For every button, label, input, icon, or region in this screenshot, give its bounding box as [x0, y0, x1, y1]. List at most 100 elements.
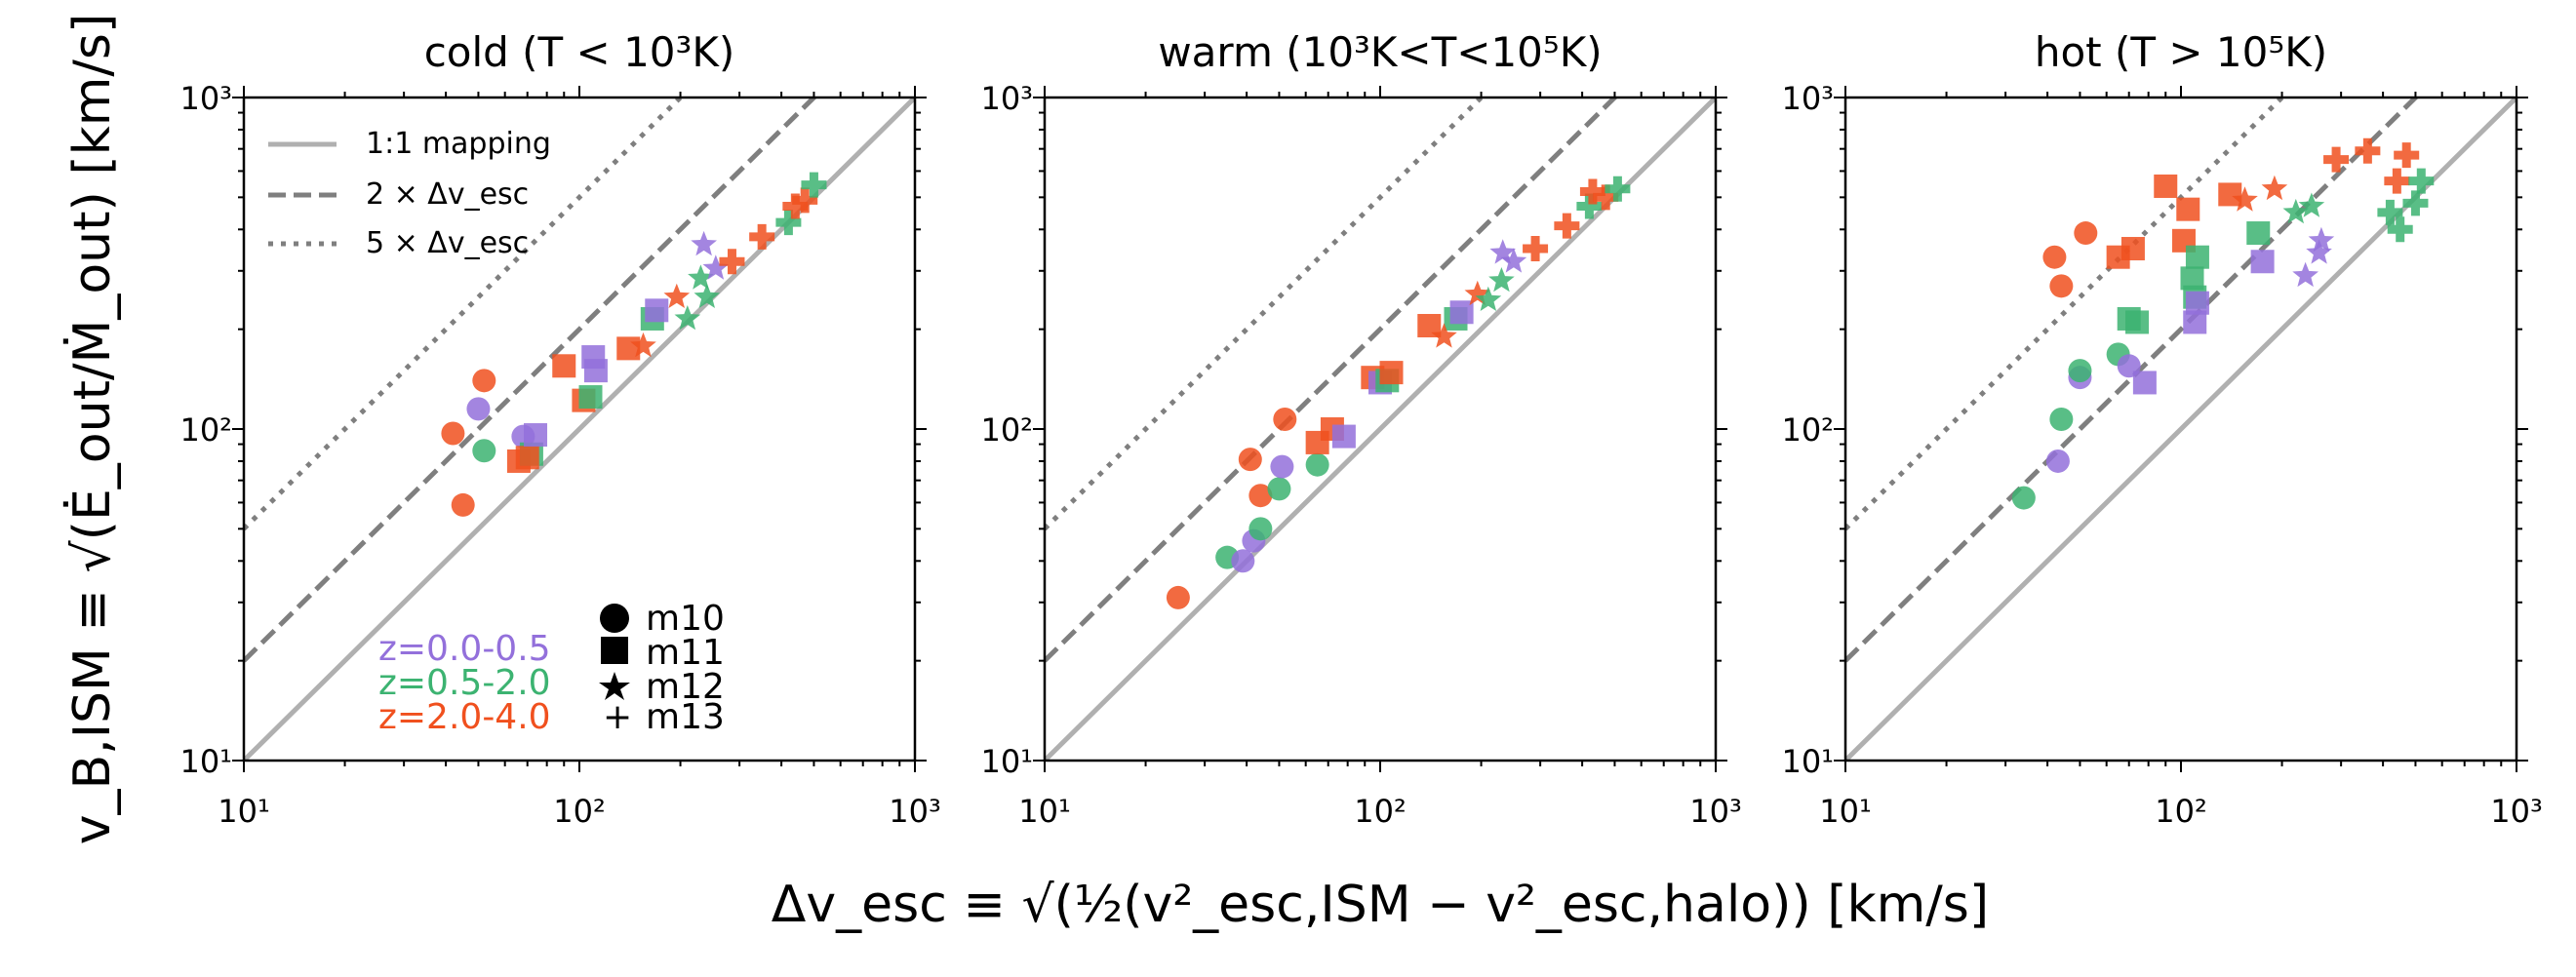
- legend-halo-m13: m13: [646, 697, 725, 737]
- data-point-m13-mid: [2377, 199, 2403, 225]
- data-point-m12-mid: [674, 305, 701, 331]
- data-point-m13-high: [2384, 168, 2410, 194]
- data-point-m10-high: [2042, 245, 2067, 269]
- panel-warm: warm (10³K<T<10⁵K) 10¹ 10² 10³ 10¹ 10² 1…: [980, 28, 1742, 830]
- data-point-m11-low: [1331, 424, 1356, 449]
- reference-line-dotted: [244, 98, 685, 531]
- data-point-m11-high: [2120, 237, 2145, 261]
- data-point-m12-low: [2308, 226, 2335, 253]
- data-point-m11-low: [2250, 250, 2275, 274]
- data-point-m13-mid: [2402, 190, 2429, 216]
- x-axis-label: Δv_esc ≡ √(½(v²_esc,ISM − v²_esc,halo)) …: [772, 876, 1989, 934]
- x-tick-label: 10¹: [218, 793, 270, 830]
- x-tick-label: 10²: [1354, 793, 1407, 830]
- legend-square-marker: [601, 637, 628, 664]
- legend-label-1to1: 1:1 mapping: [366, 127, 551, 161]
- y-axis-label: v_B,ISM ≡ √(Ė_out/Ṁ_out) [km/s]: [62, 14, 122, 845]
- reference-line-dashed: [1045, 98, 1619, 663]
- reference-line-dashed: [1845, 98, 2420, 663]
- data-point-m12-mid: [688, 264, 714, 290]
- data-point-m12-high: [1464, 280, 1491, 306]
- data-point-m13-high: [1523, 236, 1549, 262]
- data-point-m10-mid: [1248, 517, 1273, 541]
- data-point-m11-low: [524, 423, 548, 448]
- panel-hot: hot (T > 10⁵K) 10¹ 10² 10³ 10¹ 10² 10³: [1781, 28, 2543, 830]
- data-point-m13-high: [2355, 137, 2381, 164]
- data-point-m10-high: [1166, 585, 1190, 609]
- x-tick-label: 10²: [2155, 793, 2207, 830]
- data-point-m11-low: [645, 298, 669, 323]
- panel-title: hot (T > 10⁵K): [2035, 28, 2327, 76]
- data-point-m11-mid: [2185, 245, 2209, 269]
- data-point-m13-mid: [801, 172, 827, 198]
- legend-star-marker: [599, 672, 630, 700]
- y-tick-label: 10²: [980, 411, 1033, 449]
- data-point-m10-high: [1238, 448, 1262, 472]
- data-point-m12-mid: [1488, 267, 1515, 293]
- data-point-m11-high: [616, 336, 641, 361]
- x-tick-label: 10³: [1689, 793, 1742, 830]
- data-point-m11-mid: [2246, 221, 2271, 246]
- data-point-m11-high: [2176, 197, 2200, 221]
- data-point-m12-low: [702, 254, 730, 280]
- data-point-m13-high: [792, 187, 818, 214]
- legend-halo-m10: m10: [646, 599, 725, 639]
- data-point-m11-mid: [2125, 310, 2150, 334]
- legend-label-5x: 5 × Δv_esc: [366, 226, 529, 260]
- data-point-m12-low: [2306, 239, 2332, 264]
- data-point-m10-high: [1248, 484, 1273, 508]
- panel-title: cold (T < 10³K): [424, 28, 735, 76]
- x-tick-label: 10²: [553, 793, 606, 830]
- group-legend: z=0.0-0.5 z=0.5-2.0 z=2.0-4.0 m10 m11 m1…: [378, 599, 725, 737]
- data-point-m13-high: [782, 193, 809, 219]
- line-legend: 1:1 mapping 2 × Δv_esc 5 × Δv_esc: [268, 127, 551, 260]
- x-tick-label: 10³: [889, 793, 941, 830]
- data-point-m12-mid: [694, 283, 721, 308]
- data-point-m11-high: [515, 446, 539, 470]
- legend-halo-m12: m12: [646, 667, 725, 707]
- data-point-m12-high: [630, 332, 656, 358]
- data-point-m11-low: [2132, 371, 2157, 395]
- y-tick-label: 10³: [1781, 80, 1834, 117]
- data-point-m10-high: [2074, 221, 2098, 246]
- data-point-m13-mid: [1605, 176, 1631, 202]
- data-point-m11-high: [552, 354, 576, 378]
- y-tick-label: 10³: [980, 80, 1033, 117]
- data-point-m12-high: [2232, 186, 2258, 212]
- data-point-m11-low: [1449, 300, 1474, 325]
- data-point-m10-low: [1231, 549, 1255, 573]
- reference-line-dashed: [244, 98, 818, 663]
- data-point-m13-high: [1579, 178, 1605, 205]
- data-point-m11-high: [2154, 174, 2178, 198]
- data-point-m11-low: [2185, 291, 2209, 315]
- data-point-m10-low: [1270, 454, 1294, 479]
- data-point-m13-mid: [2408, 168, 2435, 194]
- data-point-m10-mid: [472, 439, 496, 463]
- data-point-m10-low: [2045, 449, 2070, 473]
- data-point-m13-high: [749, 223, 775, 250]
- panel-title: warm (10³K<T<10⁵K): [1158, 28, 1602, 76]
- data-point-m13-mid: [775, 210, 802, 236]
- data-point-m10-high: [451, 492, 475, 517]
- data-point-m10-mid: [2049, 408, 2074, 432]
- x-tick-label: 10¹: [1018, 793, 1071, 830]
- data-point-m12-high: [2261, 175, 2288, 201]
- data-point-m10-mid: [1267, 477, 1291, 501]
- data-point-m12-low: [1489, 239, 1516, 264]
- data-point-m10-high: [441, 421, 465, 446]
- data-point-m10-mid: [2068, 359, 2092, 383]
- data-point-m10-high: [2049, 274, 2074, 298]
- data-point-m11-low: [581, 345, 606, 370]
- panel-cold: cold (T < 10³K) 10¹ 10² 10³ 10¹ 10² 10³ …: [179, 28, 941, 830]
- x-tick-label: 10³: [2490, 793, 2543, 830]
- data-point-m13-high: [2323, 146, 2350, 173]
- data-point-m11-mid: [578, 385, 603, 410]
- y-tick-label: 10¹: [1781, 743, 1834, 780]
- y-tick-label: 10²: [1781, 411, 1834, 449]
- y-tick-label: 10³: [179, 80, 232, 117]
- data-point-m13-high: [1593, 184, 1619, 211]
- data-point-m10-high: [1273, 408, 1297, 432]
- data-point-m12-mid: [1475, 286, 1502, 311]
- data-point-m12-low: [1500, 248, 1527, 273]
